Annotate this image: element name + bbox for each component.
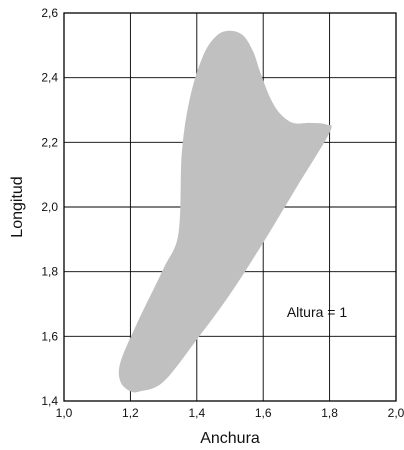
- x-tick-label: 1,6: [255, 406, 272, 420]
- y-axis-label: Longitud: [9, 176, 26, 237]
- y-tick-labels: 1,4 1,6 1,8 2,0 2,2 2,4 2,6: [41, 6, 58, 408]
- x-tick-label: 2,0: [388, 406, 404, 420]
- x-tick-labels: 1,0 1,2 1,4 1,6 1,8 2,0: [56, 406, 404, 420]
- y-tick-label: 2,2: [41, 135, 58, 149]
- y-tick-label: 2,4: [41, 71, 58, 85]
- y-tick-label: 2,6: [41, 6, 58, 20]
- y-tick-label: 2,0: [41, 200, 58, 214]
- y-tick-label: 1,8: [41, 265, 58, 279]
- x-tick-label: 1,4: [188, 406, 205, 420]
- y-tick-label: 1,6: [41, 329, 58, 343]
- x-tick-label: 1,2: [122, 406, 139, 420]
- x-tick-label: 1,8: [321, 406, 338, 420]
- x-tick-label: 1,0: [56, 406, 73, 420]
- plot-frame: [63, 12, 397, 402]
- altura-annotation: Altura = 1: [287, 304, 348, 320]
- feasible-region: [118, 30, 332, 393]
- y-tick-label: 1,4: [41, 394, 58, 408]
- x-axis-label: Anchura: [200, 430, 260, 447]
